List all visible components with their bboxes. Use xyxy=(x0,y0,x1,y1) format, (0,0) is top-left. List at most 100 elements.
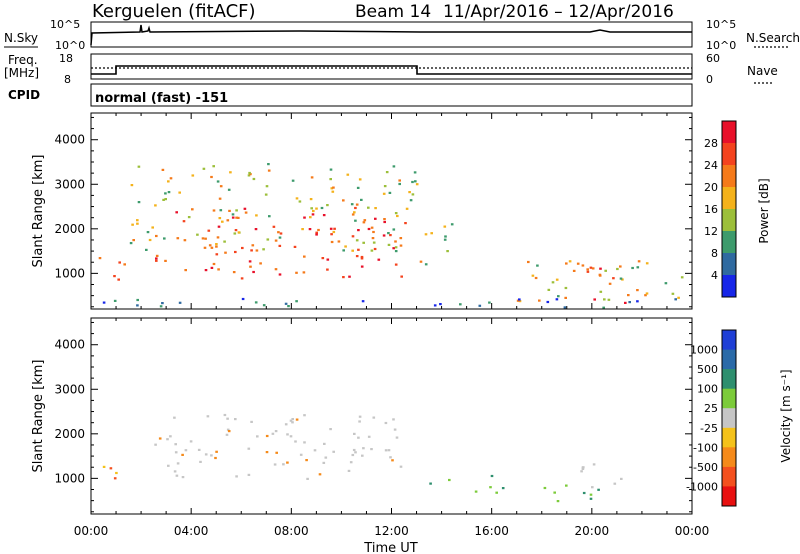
y-tick-label: 4000 xyxy=(54,338,85,352)
data-pixel xyxy=(644,294,647,297)
data-pixel xyxy=(158,437,162,440)
data-pixel xyxy=(352,448,356,452)
data-pixel xyxy=(204,453,208,456)
data-pixel xyxy=(243,207,247,210)
colorbar-tick-label: -25 xyxy=(700,422,718,435)
data-pixel xyxy=(148,238,152,242)
data-pixel xyxy=(557,295,560,298)
data-pixel xyxy=(241,246,244,250)
data-pixel xyxy=(136,298,139,302)
data-pixel xyxy=(330,240,334,244)
data-pixel xyxy=(645,262,649,265)
data-pixel xyxy=(132,239,135,242)
data-pixel xyxy=(262,304,266,307)
data-pixel xyxy=(592,463,596,466)
data-pixel xyxy=(490,474,494,478)
data-pixel xyxy=(358,420,361,423)
data-pixel xyxy=(362,221,366,224)
data-pixel xyxy=(164,259,167,262)
data-pixel xyxy=(576,262,580,265)
data-pixel xyxy=(266,238,270,241)
data-pixel xyxy=(226,428,230,431)
colorbar-swatch xyxy=(722,121,736,144)
data-pixel xyxy=(247,174,251,177)
data-pixel xyxy=(501,487,505,490)
data-pixel xyxy=(113,299,117,302)
data-pixel xyxy=(254,228,258,231)
data-pixel xyxy=(284,423,288,426)
x-tick-label: 16:00 xyxy=(474,524,509,538)
data-pixel xyxy=(286,461,289,464)
data-pixel xyxy=(355,255,359,258)
data-pixel xyxy=(354,451,357,454)
data-pixel xyxy=(394,263,398,266)
freq-tick-bottom: 8 xyxy=(64,73,71,86)
data-pixel xyxy=(215,253,219,256)
data-pixel xyxy=(516,299,520,302)
power-colorbar-label: Power [dB] xyxy=(757,178,771,243)
velocity-ylabel: Slant Range [km] xyxy=(31,360,46,473)
data-pixel xyxy=(331,190,335,193)
data-pixel xyxy=(219,209,223,212)
data-pixel xyxy=(206,415,210,418)
x-tick-label: 20:00 xyxy=(575,524,610,538)
data-pixel xyxy=(223,413,227,417)
data-pixel xyxy=(582,491,586,495)
power-panel: 4000 3000 2000 1000 Slant Range [km] xyxy=(31,112,693,310)
data-pixel xyxy=(399,237,403,240)
colorbar-tick-label: 20 xyxy=(704,181,718,194)
colorbar-frame xyxy=(721,120,737,298)
data-pixel xyxy=(565,262,568,265)
data-pixel xyxy=(275,451,278,454)
nave-label: Nave xyxy=(747,64,778,78)
data-pixel xyxy=(279,232,283,235)
noise-right-tick-bottom: 10^0 xyxy=(706,39,736,52)
data-pixel xyxy=(387,243,391,246)
data-pixel xyxy=(384,421,388,425)
data-pixel xyxy=(182,220,186,223)
data-pixel xyxy=(555,298,559,301)
data-pixel xyxy=(391,459,394,462)
data-pixel xyxy=(210,246,214,249)
colorbar-tick-label: 28 xyxy=(704,137,718,150)
colorbar-swatch xyxy=(722,275,736,298)
data-pixel xyxy=(265,434,269,438)
data-pixel xyxy=(237,216,240,219)
data-pixel xyxy=(155,257,158,260)
data-pixel xyxy=(174,443,177,446)
velocity-panel: 4000 3000 2000 1000 Slant Range [km] xyxy=(31,317,693,515)
data-pixel xyxy=(240,277,244,280)
data-pixel xyxy=(538,299,541,302)
data-pixel xyxy=(178,191,181,194)
x-tick-label: 08:00 xyxy=(274,524,309,538)
data-pixel xyxy=(244,211,248,214)
data-pixel xyxy=(272,225,276,228)
data-pixel xyxy=(167,191,171,194)
data-pixel xyxy=(282,463,285,466)
data-pixel xyxy=(616,267,619,271)
data-pixel xyxy=(607,298,611,301)
data-pixel xyxy=(291,421,294,424)
data-pixel xyxy=(551,281,555,284)
data-pixel xyxy=(265,451,269,454)
data-pixel xyxy=(113,477,117,480)
data-pixel xyxy=(448,478,451,482)
data-pixel xyxy=(183,239,187,242)
data-pixel xyxy=(226,417,229,420)
data-pixel xyxy=(680,276,684,279)
data-pixel xyxy=(118,261,121,264)
data-pixel xyxy=(363,219,367,222)
data-pixel xyxy=(295,197,299,200)
freq-tick-top: 18 xyxy=(59,52,73,65)
data-pixel xyxy=(392,228,396,231)
colorbar-swatch xyxy=(722,369,736,390)
data-pixel xyxy=(360,198,363,201)
data-pixel xyxy=(387,449,391,452)
data-pixel xyxy=(256,435,259,438)
data-pixel xyxy=(295,300,298,303)
data-pixel xyxy=(215,450,218,453)
data-pixel xyxy=(351,249,354,252)
data-pixel xyxy=(377,258,381,261)
data-pixel xyxy=(564,286,568,290)
